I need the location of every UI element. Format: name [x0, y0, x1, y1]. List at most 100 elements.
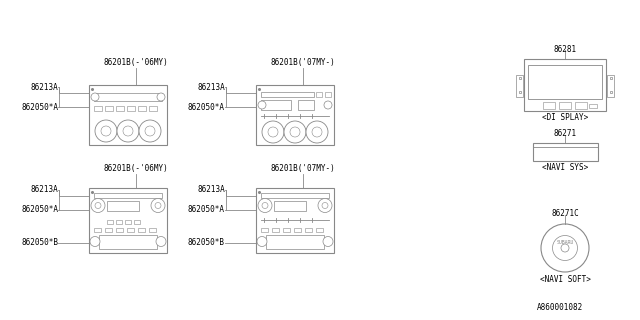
Text: 862050*A: 862050*A — [188, 102, 225, 111]
Circle shape — [117, 120, 139, 142]
Bar — [94, 193, 162, 197]
Circle shape — [284, 121, 306, 143]
Text: 86271: 86271 — [554, 130, 577, 139]
Circle shape — [306, 121, 328, 143]
Bar — [316, 92, 322, 97]
Bar — [524, 59, 606, 111]
Bar — [149, 106, 157, 111]
Bar — [266, 235, 324, 249]
Bar — [107, 220, 113, 223]
Bar — [94, 106, 102, 111]
Circle shape — [258, 198, 272, 212]
Bar — [105, 228, 112, 231]
Text: A860001082: A860001082 — [537, 303, 583, 313]
Bar — [294, 228, 301, 231]
Text: 862050*A: 862050*A — [21, 102, 58, 111]
Bar — [256, 188, 334, 252]
Circle shape — [323, 236, 333, 246]
Text: 86281: 86281 — [554, 44, 577, 53]
Bar — [532, 143, 598, 161]
Bar — [116, 228, 123, 231]
Bar — [138, 106, 146, 111]
Bar — [94, 228, 101, 231]
Text: <NAVI SOFT>: <NAVI SOFT> — [540, 275, 591, 284]
Bar — [516, 75, 523, 97]
Text: 86213A: 86213A — [197, 83, 225, 92]
Circle shape — [157, 93, 165, 101]
Text: 862050*B: 862050*B — [21, 238, 58, 247]
Text: 86201B('07MY-): 86201B('07MY-) — [271, 58, 335, 67]
Circle shape — [155, 203, 161, 209]
Bar — [261, 92, 314, 97]
Bar — [107, 201, 139, 211]
Bar — [607, 75, 614, 97]
Circle shape — [541, 224, 589, 272]
Circle shape — [101, 126, 111, 136]
Bar — [325, 92, 331, 97]
Bar — [149, 228, 156, 231]
Text: SUBARU: SUBARU — [556, 241, 573, 245]
Bar — [261, 100, 291, 110]
Bar — [575, 102, 587, 109]
Circle shape — [156, 236, 166, 246]
Circle shape — [552, 236, 577, 260]
Circle shape — [95, 203, 101, 209]
Circle shape — [318, 198, 332, 212]
Bar — [589, 104, 597, 108]
Bar — [134, 220, 140, 223]
Bar — [105, 106, 113, 111]
Text: 86201B('07MY-): 86201B('07MY-) — [271, 164, 335, 172]
Text: 86201B(-'06MY): 86201B(-'06MY) — [104, 164, 168, 172]
Bar — [127, 228, 134, 231]
Text: 86213A: 86213A — [30, 185, 58, 194]
Text: 86213A: 86213A — [30, 83, 58, 92]
Text: <NAVI SYS>: <NAVI SYS> — [542, 163, 588, 172]
Bar — [298, 100, 314, 110]
Circle shape — [91, 93, 99, 101]
Circle shape — [95, 120, 117, 142]
Bar — [283, 228, 290, 231]
Circle shape — [290, 127, 300, 137]
Bar — [99, 235, 157, 249]
Bar — [116, 220, 122, 223]
Bar — [89, 188, 167, 252]
Text: 862050*A: 862050*A — [21, 205, 58, 214]
Bar — [261, 228, 268, 231]
Circle shape — [258, 101, 266, 109]
Text: 862050*A: 862050*A — [188, 205, 225, 214]
Circle shape — [257, 236, 267, 246]
Text: 86271C: 86271C — [551, 210, 579, 219]
Bar — [305, 228, 312, 231]
Circle shape — [123, 126, 133, 136]
Circle shape — [151, 198, 165, 212]
Bar — [125, 220, 131, 223]
Circle shape — [268, 127, 278, 137]
Bar — [127, 106, 135, 111]
Text: 86201B(-'06MY): 86201B(-'06MY) — [104, 58, 168, 67]
Circle shape — [262, 203, 268, 209]
Circle shape — [312, 127, 322, 137]
Circle shape — [90, 236, 100, 246]
Bar — [274, 201, 306, 211]
Circle shape — [145, 126, 155, 136]
Bar — [272, 228, 279, 231]
Bar — [559, 102, 571, 109]
Circle shape — [561, 244, 569, 252]
Circle shape — [322, 203, 328, 209]
Circle shape — [91, 198, 105, 212]
Bar — [528, 65, 602, 99]
Text: 862050*B: 862050*B — [188, 238, 225, 247]
Bar — [94, 93, 162, 101]
Circle shape — [324, 101, 332, 109]
Bar — [543, 102, 555, 109]
Bar — [138, 228, 145, 231]
Circle shape — [262, 121, 284, 143]
Bar — [116, 106, 124, 111]
Bar — [89, 85, 167, 145]
Bar — [316, 228, 323, 231]
Bar — [261, 193, 329, 197]
Bar — [256, 85, 334, 145]
Text: <DI SPLAY>: <DI SPLAY> — [542, 114, 588, 123]
Text: 86213A: 86213A — [197, 185, 225, 194]
Circle shape — [139, 120, 161, 142]
